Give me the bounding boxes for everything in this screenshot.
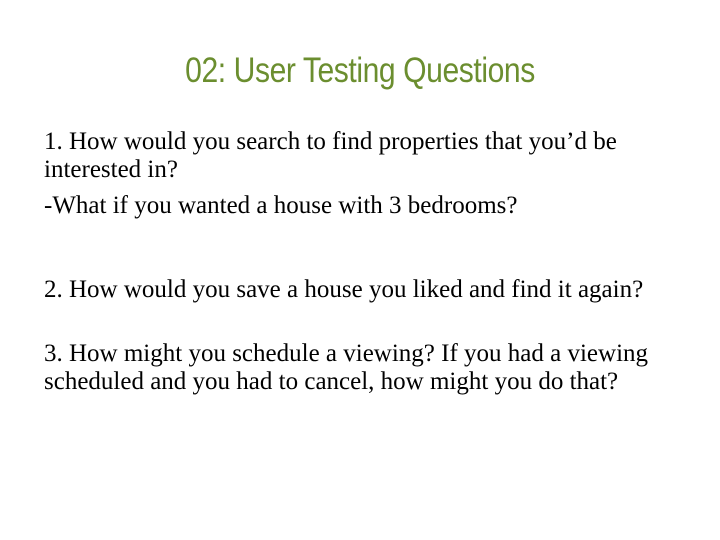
- slide-title: 02: User Testing Questions: [185, 51, 535, 90]
- slide-body: 1. How would you search to find properti…: [44, 128, 684, 396]
- question-3: 3. How might you schedule a viewing? If …: [44, 340, 649, 395]
- question-1: 1. How would you search to find properti…: [44, 128, 617, 183]
- question-2: 2. How would you save a house you liked …: [44, 276, 644, 303]
- question-1-followup: -What if you wanted a house with 3 bedro…: [44, 192, 518, 219]
